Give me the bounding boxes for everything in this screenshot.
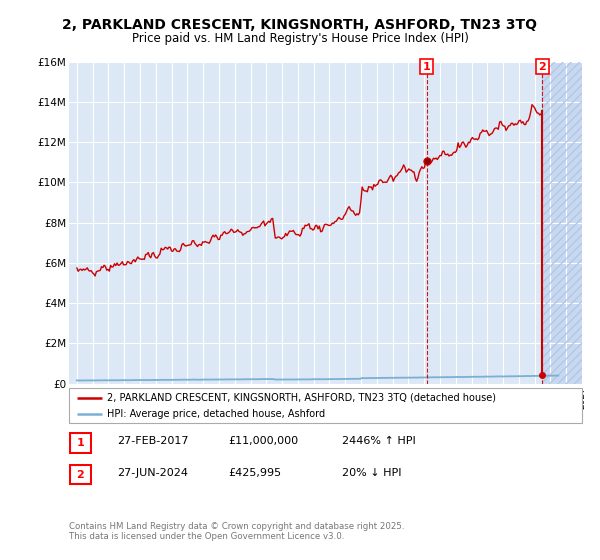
- Text: 2: 2: [77, 470, 84, 480]
- Text: 1: 1: [422, 62, 430, 72]
- Text: 20% ↓ HPI: 20% ↓ HPI: [342, 468, 401, 478]
- Text: 27-FEB-2017: 27-FEB-2017: [117, 436, 188, 446]
- Text: £425,995: £425,995: [228, 468, 281, 478]
- Polygon shape: [542, 62, 582, 384]
- Text: 2, PARKLAND CRESCENT, KINGSNORTH, ASHFORD, TN23 3TQ: 2, PARKLAND CRESCENT, KINGSNORTH, ASHFOR…: [62, 18, 538, 32]
- FancyBboxPatch shape: [70, 465, 91, 484]
- Text: 1: 1: [77, 438, 84, 448]
- Text: 2: 2: [539, 62, 546, 72]
- Text: 27-JUN-2024: 27-JUN-2024: [117, 468, 188, 478]
- Text: £11,000,000: £11,000,000: [228, 436, 298, 446]
- Text: 2, PARKLAND CRESCENT, KINGSNORTH, ASHFORD, TN23 3TQ (detached house): 2, PARKLAND CRESCENT, KINGSNORTH, ASHFOR…: [107, 393, 496, 403]
- Text: HPI: Average price, detached house, Ashford: HPI: Average price, detached house, Ashf…: [107, 409, 326, 419]
- FancyBboxPatch shape: [69, 388, 582, 423]
- Text: Contains HM Land Registry data © Crown copyright and database right 2025.
This d: Contains HM Land Registry data © Crown c…: [69, 522, 404, 542]
- Text: 2446% ↑ HPI: 2446% ↑ HPI: [342, 436, 416, 446]
- FancyBboxPatch shape: [70, 433, 91, 452]
- Text: Price paid vs. HM Land Registry's House Price Index (HPI): Price paid vs. HM Land Registry's House …: [131, 31, 469, 45]
